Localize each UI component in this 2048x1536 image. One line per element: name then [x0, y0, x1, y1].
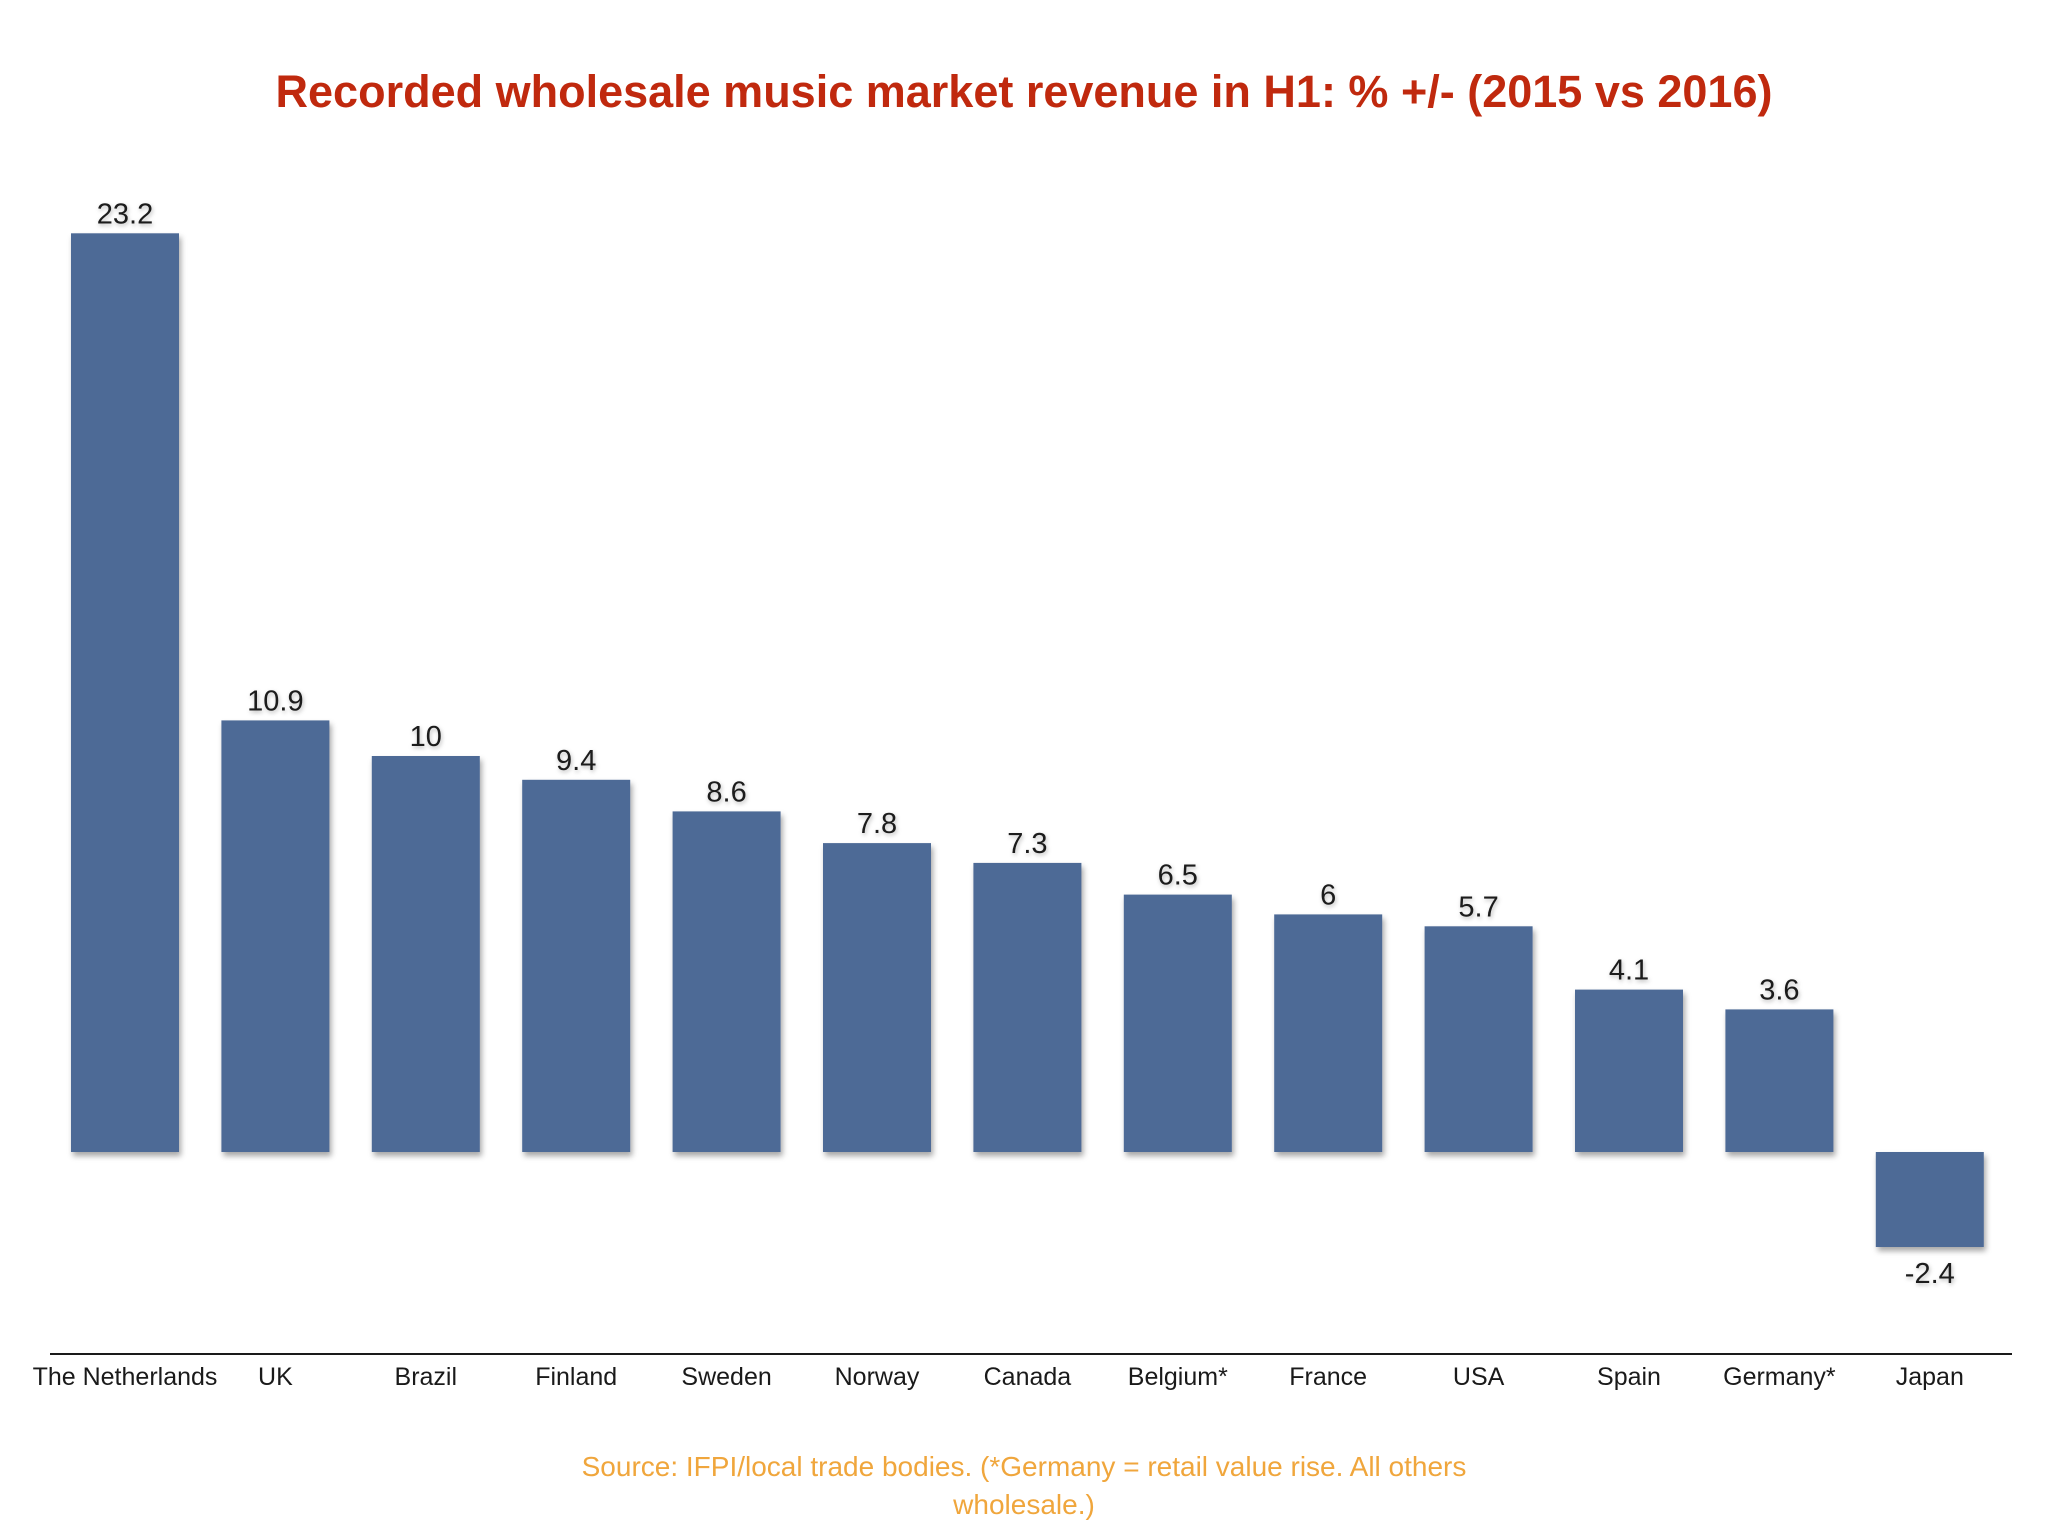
value-label: 4.1	[1609, 955, 1649, 987]
category-label: Belgium*	[1128, 1363, 1228, 1391]
category-label: Sweden	[681, 1363, 771, 1391]
value-label: 5.7	[1458, 891, 1498, 923]
value-label: 6	[1320, 879, 1336, 911]
bar-france	[1274, 914, 1383, 1152]
category-label: Canada	[984, 1363, 1072, 1391]
category-label: Japan	[1896, 1363, 1964, 1391]
value-label: 7.3	[1007, 828, 1047, 860]
category-label: The Netherlands	[33, 1363, 218, 1391]
bar-the-netherlands	[71, 233, 179, 1153]
bar-canada	[973, 862, 1082, 1152]
value-label: 10.9	[247, 685, 303, 717]
source-note: Source: IFPI/local trade bodies. (*Germa…	[581, 1451, 1467, 1520]
category-label: UK	[258, 1363, 293, 1391]
category-labels-group: The Netherlands UK Brazil Finland Sweden Norw…	[33, 1363, 1964, 1391]
value-label: 3.6	[1759, 974, 1799, 1006]
value-labels-group: 23.2 10.9 10 9.4 8.6 7.8 7.3 6.5 6 5.7 4.1 3.6 -2.4	[97, 198, 1955, 1290]
category-label: France	[1289, 1363, 1367, 1391]
category-label: USA	[1453, 1363, 1505, 1391]
value-label: 8.6	[706, 776, 746, 808]
category-label: Germany*	[1723, 1363, 1836, 1391]
bar-germany	[1725, 1009, 1834, 1152]
value-label: 6.5	[1158, 860, 1198, 892]
chart-title: Recorded wholesale music market revenue …	[275, 66, 1773, 117]
bar-spain	[1575, 989, 1683, 1152]
value-label: -2.4	[1905, 1258, 1955, 1290]
bar-brazil	[371, 756, 480, 1152]
value-label: 10	[410, 721, 442, 753]
value-label: 23.2	[97, 198, 153, 230]
category-label: Spain	[1597, 1363, 1661, 1391]
value-label: 9.4	[556, 745, 596, 777]
category-label: Finland	[535, 1363, 617, 1391]
category-label: Norway	[835, 1363, 920, 1391]
bar-sweden	[672, 811, 781, 1152]
category-label: Brazil	[395, 1363, 458, 1391]
bar-norway	[823, 843, 931, 1152]
bar-usa	[1424, 926, 1533, 1152]
value-label: 7.8	[857, 808, 897, 840]
bar-uk	[221, 720, 330, 1152]
bars-group	[71, 233, 1984, 1247]
bar-finland	[522, 779, 631, 1152]
bar-belgium	[1123, 894, 1232, 1152]
bar-japan	[1875, 1152, 1984, 1247]
